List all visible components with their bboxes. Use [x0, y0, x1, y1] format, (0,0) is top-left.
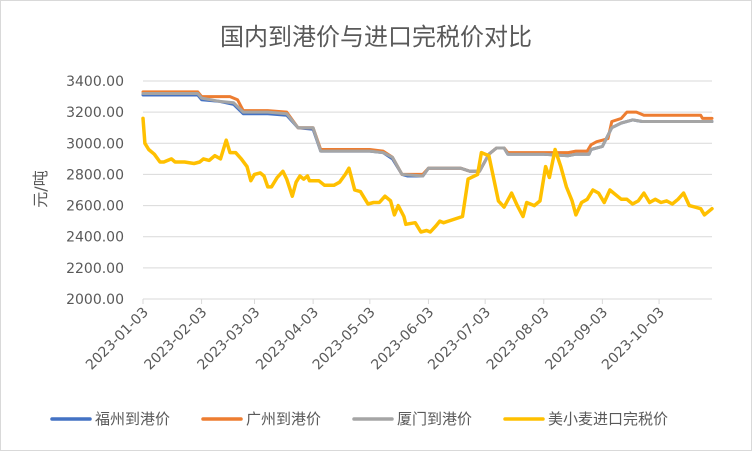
legend-label: 广州到港价 [246, 410, 321, 428]
y-tick-label: 3200.00 [66, 105, 124, 121]
legend-label: 厦门到港价 [397, 410, 472, 428]
y-tick-label: 2200.00 [66, 261, 124, 277]
legend-label: 福州到港价 [95, 410, 170, 428]
series-line-1 [141, 93, 714, 178]
y-tick-label: 3400.00 [66, 74, 124, 90]
series-lines [141, 90, 714, 234]
legend-label: 美小麦进口完税价 [548, 410, 668, 428]
y-axis: 2000.00 2200.00 2400.00 2600.00 2800.00 3000.… [66, 74, 124, 308]
y-tick-label: 2400.00 [66, 230, 124, 246]
series-line-4 [141, 116, 714, 234]
legend: 福州到港价 广州到港价 厦门到港价 美小麦进口完税价 [50, 410, 668, 428]
y-tick-label: 3000.00 [66, 136, 124, 152]
y-tick-label: 2600.00 [66, 199, 124, 215]
x-axis: 2023-01-032023-02-032023-03-032023-04-03… [83, 299, 668, 373]
y-tick-label: 2800.00 [66, 167, 124, 183]
y-tick-label: 2000.00 [66, 292, 124, 308]
gridlines [143, 80, 712, 300]
y-axis-label: 元/吨 [31, 170, 50, 207]
series-line-3 [141, 92, 714, 178]
chart-title: 国内到港价与进口完税价对比 [220, 23, 532, 51]
